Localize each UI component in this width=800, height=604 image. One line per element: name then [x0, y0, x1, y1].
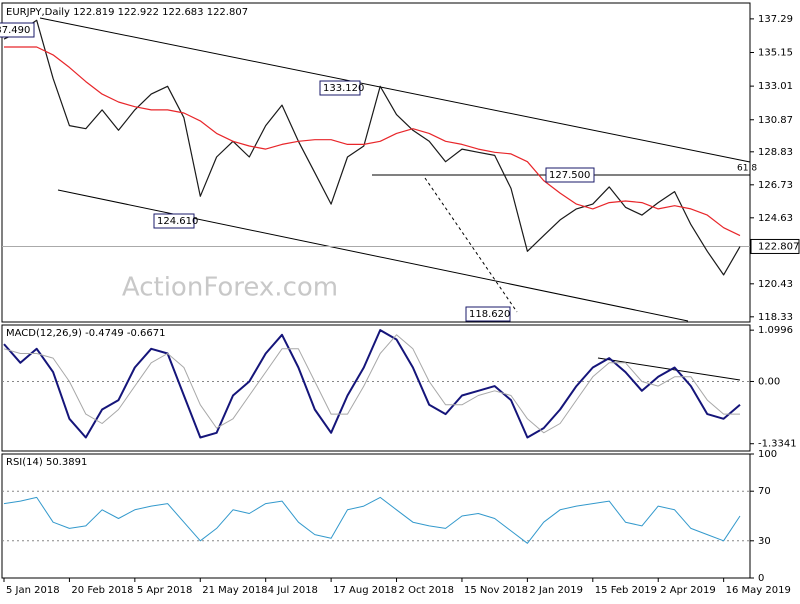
x-tick-label: 2 Apr 2019 — [660, 585, 715, 596]
annotation: 118.620 — [469, 309, 510, 320]
x-tick-label: 4 Jul 2018 — [268, 585, 318, 596]
x-tick-label: 17 Aug 2018 — [333, 585, 397, 596]
y-tick-label: 100 — [758, 449, 777, 460]
main-title: EURJPY,Daily 122.819 122.922 122.683 122… — [6, 7, 248, 18]
x-tick-label: 15 Feb 2019 — [595, 585, 657, 596]
y-tick-label: 135.15 — [758, 48, 793, 59]
series-line — [3, 496, 741, 544]
annotation: 61.8 — [737, 164, 757, 174]
watermark-text: ActionForex.com — [122, 273, 338, 303]
series-line — [3, 329, 741, 439]
y-tick-label: 124.63 — [758, 213, 793, 224]
y-tick-label: 0 — [758, 573, 764, 584]
x-tick-label: 2 Jan 2019 — [529, 585, 583, 596]
annotation-box — [319, 80, 361, 96]
y-tick-label: -1.3341 — [758, 439, 797, 450]
macd-trendline — [597, 357, 741, 381]
y-tick-label: 133.01 — [758, 81, 793, 92]
current-price-label: 122.807 — [758, 241, 799, 252]
y-tick-label: 120.43 — [758, 279, 793, 290]
series-line — [4, 46, 741, 237]
x-tick-label: 5 Apr 2018 — [137, 585, 192, 596]
y-tick-label: 70 — [758, 486, 771, 497]
y-tick-label: 137.29 — [758, 14, 793, 25]
x-tick-label: 21 May 2018 — [202, 585, 267, 596]
rsi-frame — [1, 453, 751, 579]
y-tick-label: 1.0996 — [758, 325, 793, 336]
current-price-box — [750, 238, 800, 254]
channel-upper — [39, 17, 751, 163]
macd-title: MACD(12,26,9) -0.4749 -0.6671 — [6, 328, 166, 339]
x-tick-label: 20 Feb 2018 — [71, 585, 133, 596]
channel-lower — [57, 189, 689, 322]
y-tick-label: 126.73 — [758, 180, 793, 191]
x-tick-label: 16 May 2019 — [726, 585, 791, 596]
annotation: 124.610 — [157, 216, 198, 227]
watermark: ActionForex.com — [122, 273, 338, 303]
annotation: 127.500 — [549, 170, 590, 181]
annotation: 133.120 — [323, 83, 364, 94]
y-tick-label: 128.83 — [758, 147, 793, 158]
macd-frame — [1, 324, 751, 452]
x-tick-label: 2 Oct 2018 — [399, 585, 454, 596]
main-frame — [1, 2, 751, 323]
y-tick-label: 30 — [758, 536, 771, 547]
rsi-title: RSI(14) 50.3891 — [6, 457, 87, 468]
y-tick-label: 0.00 — [758, 376, 780, 387]
y-tick-label: 118.33 — [758, 312, 793, 323]
annotation-box — [465, 306, 511, 322]
annotation: 137.490 — [0, 25, 30, 36]
series-line — [3, 334, 740, 434]
x-tick-label: 15 Nov 2018 — [464, 585, 528, 596]
x-tick-label: 5 Jan 2018 — [6, 585, 60, 596]
annotation-box — [153, 213, 195, 229]
annotation-box — [545, 167, 595, 183]
series-line — [3, 19, 741, 276]
y-tick-label: 130.87 — [758, 115, 793, 126]
annotation-box — [0, 22, 35, 38]
